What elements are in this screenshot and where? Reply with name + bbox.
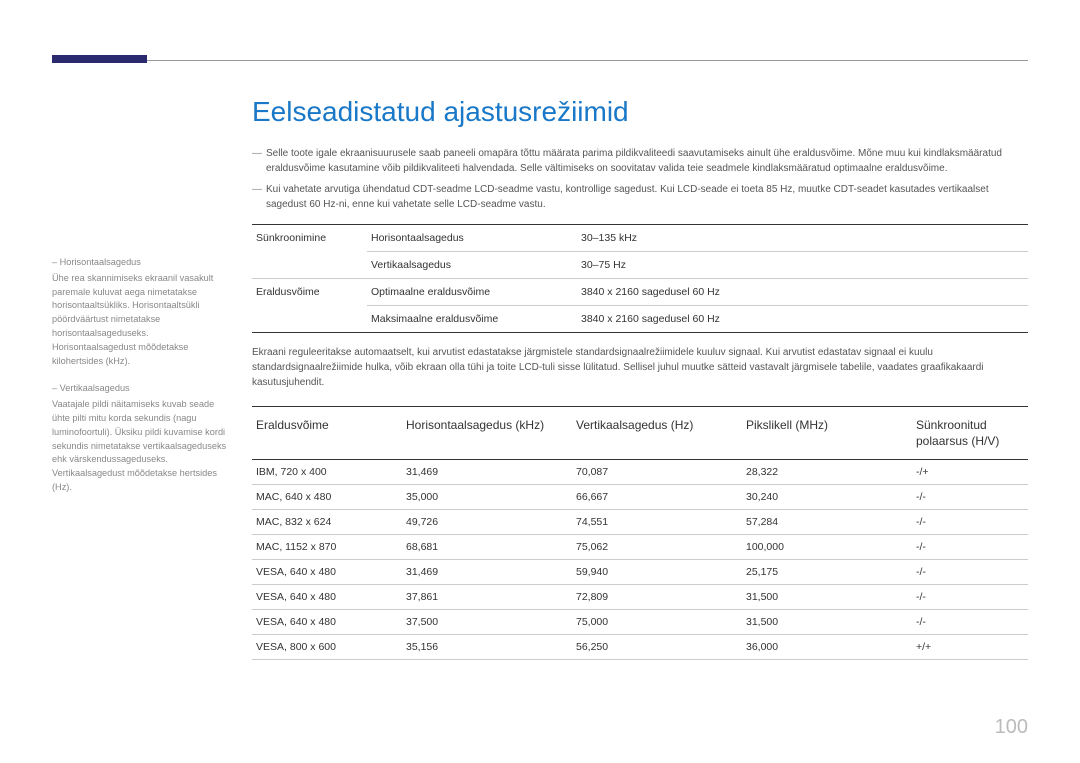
table-row: MAC, 832 x 62449,72674,55157,284-/- [252, 510, 1028, 535]
spec-table: Sünkroonimine Horisontaalsagedus 30–135 … [252, 224, 1028, 333]
table-row: VESA, 800 x 60035,15656,25036,000+/+ [252, 635, 1028, 660]
sidebar-note-body: Ühe rea skannimiseks ekraanil vasakult p… [52, 272, 232, 369]
table-cell: 30,240 [742, 491, 912, 503]
table-cell: 35,156 [402, 641, 572, 653]
note-item: ― Kui vahetate arvutiga ühendatud CDT-se… [252, 182, 1028, 212]
top-horizontal-rule [52, 60, 1028, 61]
table-cell: 35,000 [402, 491, 572, 503]
column-header: Vertikaalsagedus (Hz) [572, 417, 742, 449]
spec-key: Maksimaalne eraldusvõime [367, 306, 577, 332]
spec-group-label: Eraldusvõime [252, 279, 367, 332]
content-area: – Horisontaalsagedus Ühe rea skannimisek… [52, 96, 1028, 660]
column-header: Pikslikell (MHz) [742, 417, 912, 449]
sidebar-note-title: Vertikaalsagedus [60, 383, 130, 393]
spec-value: 3840 x 2160 sagedusel 60 Hz [577, 306, 1028, 332]
table-cell: VESA, 640 x 480 [252, 591, 402, 603]
table-cell: 75,000 [572, 616, 742, 628]
spec-group: Eraldusvõime Optimaalne eraldusvõime 384… [252, 279, 1028, 332]
table-cell: -/- [912, 591, 1028, 603]
table-cell: 57,284 [742, 516, 912, 528]
column-header: Horisontaalsagedus (kHz) [402, 417, 572, 449]
table-cell: 70,087 [572, 466, 742, 478]
table-cell: VESA, 800 x 600 [252, 641, 402, 653]
table-cell: 31,469 [402, 566, 572, 578]
mode-table: Eraldusvõime Horisontaalsagedus (kHz) Ve… [252, 406, 1028, 660]
table-cell: -/- [912, 516, 1028, 528]
table-cell: 37,861 [402, 591, 572, 603]
dash-icon: ― [252, 146, 266, 176]
description-paragraph: Ekraani reguleeritakse automaatselt, kui… [252, 345, 1028, 390]
dash-icon: ― [252, 182, 266, 212]
mode-table-body: IBM, 720 x 40031,46970,08728,322-/+MAC, … [252, 460, 1028, 660]
spec-value: 3840 x 2160 sagedusel 60 Hz [577, 279, 1028, 306]
accent-bar [52, 55, 147, 63]
spec-key: Vertikaalsagedus [367, 252, 577, 278]
spec-key: Horisontaalsagedus [367, 225, 577, 252]
page-number: 100 [995, 716, 1028, 739]
table-row: MAC, 1152 x 87068,68175,062100,000-/- [252, 535, 1028, 560]
table-cell: 36,000 [742, 641, 912, 653]
note-list: ― Selle toote igale ekraanisuurusele saa… [252, 146, 1028, 212]
table-cell: MAC, 640 x 480 [252, 491, 402, 503]
note-text: Kui vahetate arvutiga ühendatud CDT-sead… [266, 182, 1028, 212]
table-cell: -/- [912, 541, 1028, 553]
sidebar-note-title: Horisontaalsagedus [60, 257, 141, 267]
spec-row: Maksimaalne eraldusvõime 3840 x 2160 sag… [367, 306, 1028, 332]
spec-key: Optimaalne eraldusvõime [367, 279, 577, 306]
table-cell: -/- [912, 616, 1028, 628]
table-row: VESA, 640 x 48031,46959,94025,175-/- [252, 560, 1028, 585]
table-cell: MAC, 1152 x 870 [252, 541, 402, 553]
table-cell: -/+ [912, 466, 1028, 478]
table-cell: 72,809 [572, 591, 742, 603]
table-cell: 49,726 [402, 516, 572, 528]
table-cell: 31,469 [402, 466, 572, 478]
table-cell: 31,500 [742, 616, 912, 628]
table-row: MAC, 640 x 48035,00066,66730,240-/- [252, 485, 1028, 510]
spec-value: 30–75 Hz [577, 252, 1028, 278]
mode-table-header: Eraldusvõime Horisontaalsagedus (kHz) Ve… [252, 406, 1028, 460]
dash-icon: – [52, 383, 60, 393]
table-cell: 28,322 [742, 466, 912, 478]
sidebar-note: – Vertikaalsagedus Vaatajale pildi näita… [52, 382, 232, 494]
table-cell: 68,681 [402, 541, 572, 553]
table-row: VESA, 640 x 48037,86172,80931,500-/- [252, 585, 1028, 610]
column-header: Sünkroonitud polaarsus (H/V) [912, 417, 1028, 449]
spec-row: Optimaalne eraldusvõime 3840 x 2160 sage… [367, 279, 1028, 306]
note-item: ― Selle toote igale ekraanisuurusele saa… [252, 146, 1028, 176]
spec-row: Horisontaalsagedus 30–135 kHz [367, 225, 1028, 252]
table-cell: MAC, 832 x 624 [252, 516, 402, 528]
table-cell: 75,062 [572, 541, 742, 553]
table-cell: 74,551 [572, 516, 742, 528]
dash-icon: – [52, 257, 60, 267]
note-text: Selle toote igale ekraanisuurusele saab … [266, 146, 1028, 176]
table-cell: -/- [912, 491, 1028, 503]
spec-group: Sünkroonimine Horisontaalsagedus 30–135 … [252, 225, 1028, 279]
main-column: Eelseadistatud ajastusrežiimid ― Selle t… [252, 96, 1028, 660]
table-row: IBM, 720 x 40031,46970,08728,322-/+ [252, 460, 1028, 485]
table-cell: -/- [912, 566, 1028, 578]
sidebar-note: – Horisontaalsagedus Ühe rea skannimisek… [52, 256, 232, 368]
sidebar-notes: – Horisontaalsagedus Ühe rea skannimisek… [52, 96, 252, 660]
spec-value: 30–135 kHz [577, 225, 1028, 252]
table-cell: +/+ [912, 641, 1028, 653]
table-cell: VESA, 640 x 480 [252, 566, 402, 578]
table-cell: 37,500 [402, 616, 572, 628]
table-row: VESA, 640 x 48037,50075,00031,500-/- [252, 610, 1028, 635]
table-cell: 56,250 [572, 641, 742, 653]
table-cell: 59,940 [572, 566, 742, 578]
spec-row: Vertikaalsagedus 30–75 Hz [367, 252, 1028, 278]
column-header: Eraldusvõime [252, 417, 402, 449]
table-cell: 66,667 [572, 491, 742, 503]
table-cell: 25,175 [742, 566, 912, 578]
table-cell: VESA, 640 x 480 [252, 616, 402, 628]
sidebar-note-body: Vaatajale pildi näitamiseks kuvab seade … [52, 398, 232, 495]
page-title: Eelseadistatud ajastusrežiimid [252, 96, 1028, 128]
table-cell: 31,500 [742, 591, 912, 603]
spec-group-label: Sünkroonimine [252, 225, 367, 278]
table-cell: 100,000 [742, 541, 912, 553]
table-cell: IBM, 720 x 400 [252, 466, 402, 478]
